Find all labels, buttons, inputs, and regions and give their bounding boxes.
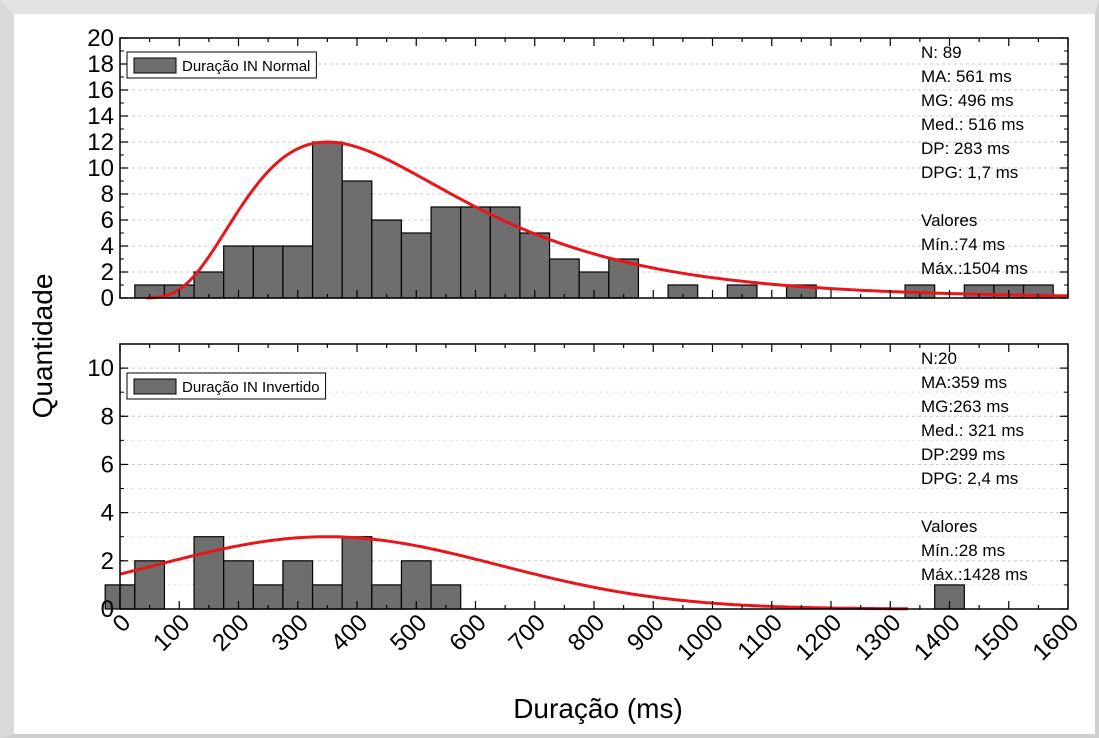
x-tick-label: 800	[563, 609, 610, 656]
y-tick-label: 2	[101, 548, 114, 575]
stats-line: Valores	[921, 211, 977, 230]
stats-line: DPG: 1,7 ms	[921, 163, 1018, 182]
y-tick-label: 8	[101, 403, 114, 430]
fit-curve	[119, 535, 909, 611]
x-tick-label: 1100	[732, 609, 788, 665]
histogram-bar	[400, 560, 432, 610]
y-axis-label: Quantidade	[27, 274, 58, 419]
y-tick-label: 2	[101, 259, 114, 286]
stats-line: Máx.:1504 ms	[921, 259, 1028, 278]
x-tick-label: 1600	[1027, 609, 1084, 666]
stats-line: DP: 283 ms	[921, 139, 1010, 158]
stats-line: DP:299 ms	[921, 445, 1005, 464]
histogram-bar	[311, 141, 343, 299]
histogram-bar	[252, 245, 284, 299]
y-tick-label: 0	[101, 596, 114, 623]
y-tick-label: 10	[87, 355, 114, 382]
histogram-bar	[282, 560, 314, 610]
histogram-bar	[400, 232, 432, 299]
stats-line: Mín.:74 ms	[921, 235, 1005, 254]
x-axis: 0 100 200 300 400 500 600 700 800 900 1000 1100 1200…	[108, 609, 1085, 666]
x-tick-label: 1400	[909, 609, 966, 666]
histogram-bar	[548, 258, 580, 299]
y-tick-label: 6	[101, 207, 114, 234]
x-tick-label: 700	[504, 609, 551, 656]
y-tick-label: 10	[87, 155, 114, 182]
legend-label: Duração IN Invertido	[182, 379, 320, 396]
fit-curve	[146, 140, 1068, 300]
y-tick-label: 0	[101, 285, 114, 312]
histogram-bar	[341, 536, 373, 610]
x-tick-label: 900	[622, 609, 669, 656]
y-tick-label: 8	[101, 181, 114, 208]
stats-line: Med.: 516 ms	[921, 115, 1024, 134]
x-tick-label: 400	[326, 609, 373, 656]
y-tick-label: 6	[101, 451, 114, 478]
histogram-bar	[578, 271, 610, 299]
stats-line: Mín.:28 ms	[921, 541, 1005, 560]
x-tick-label: 1300	[850, 609, 907, 666]
y-tick-label: 20	[87, 25, 114, 52]
x-tick-label: 300	[267, 609, 314, 656]
x-tick-label: 200	[207, 609, 254, 656]
y-tick-label: 4	[101, 500, 114, 527]
histogram-bar	[371, 219, 403, 299]
stats-line: Med.: 321 ms	[921, 421, 1024, 440]
panel-invertido: 0 2 4 6 8 10 Duração IN Invertido N:20 MA:359 ms…	[87, 343, 1069, 623]
y-tick-label: 18	[87, 51, 114, 78]
legend: Duração IN Normal	[126, 51, 317, 79]
histogram-bar	[430, 206, 462, 299]
x-tick-label: 1200	[790, 609, 847, 666]
stats-line: MG:263 ms	[921, 397, 1009, 416]
x-tick-label: 0	[108, 609, 137, 638]
histogram-bar	[430, 584, 462, 610]
stats-line: N: 89	[921, 43, 962, 62]
y-tick-label: 16	[87, 77, 114, 104]
legend-swatch	[133, 378, 177, 395]
stats-line: Valores	[921, 517, 977, 536]
stats-line: MA: 561 ms	[921, 67, 1012, 86]
legend: Duração IN Invertido	[126, 372, 327, 400]
stats-line: DPG: 2,4 ms	[921, 469, 1018, 488]
histogram-bar	[460, 206, 491, 299]
y-tick-label: 12	[87, 129, 114, 156]
x-tick-label: 600	[444, 609, 491, 656]
histogram-bar	[341, 180, 373, 299]
legend-swatch	[133, 57, 177, 74]
y-tick-label: 4	[101, 233, 114, 260]
x-axis-label: Duração (ms)	[513, 693, 683, 724]
x-tick-label: 1000	[672, 609, 729, 666]
histogram-bar	[519, 232, 551, 299]
histogram-bar	[193, 536, 225, 610]
stats-line: N:20	[921, 349, 957, 368]
x-tick-label: 1500	[968, 609, 1025, 666]
histogram-bar	[252, 584, 284, 610]
histogram-bar	[608, 258, 640, 299]
stats-line: MG: 496 ms	[921, 91, 1014, 110]
stats-line: Máx.:1428 ms	[921, 565, 1028, 584]
histogram-bar	[223, 560, 254, 610]
y-tick-label: 14	[87, 103, 114, 130]
stats-line: MA:359 ms	[921, 373, 1007, 392]
x-tick-label: 100	[148, 609, 195, 656]
legend-label: Duração IN Normal	[182, 58, 310, 75]
x-tick-label: 500	[385, 609, 432, 656]
